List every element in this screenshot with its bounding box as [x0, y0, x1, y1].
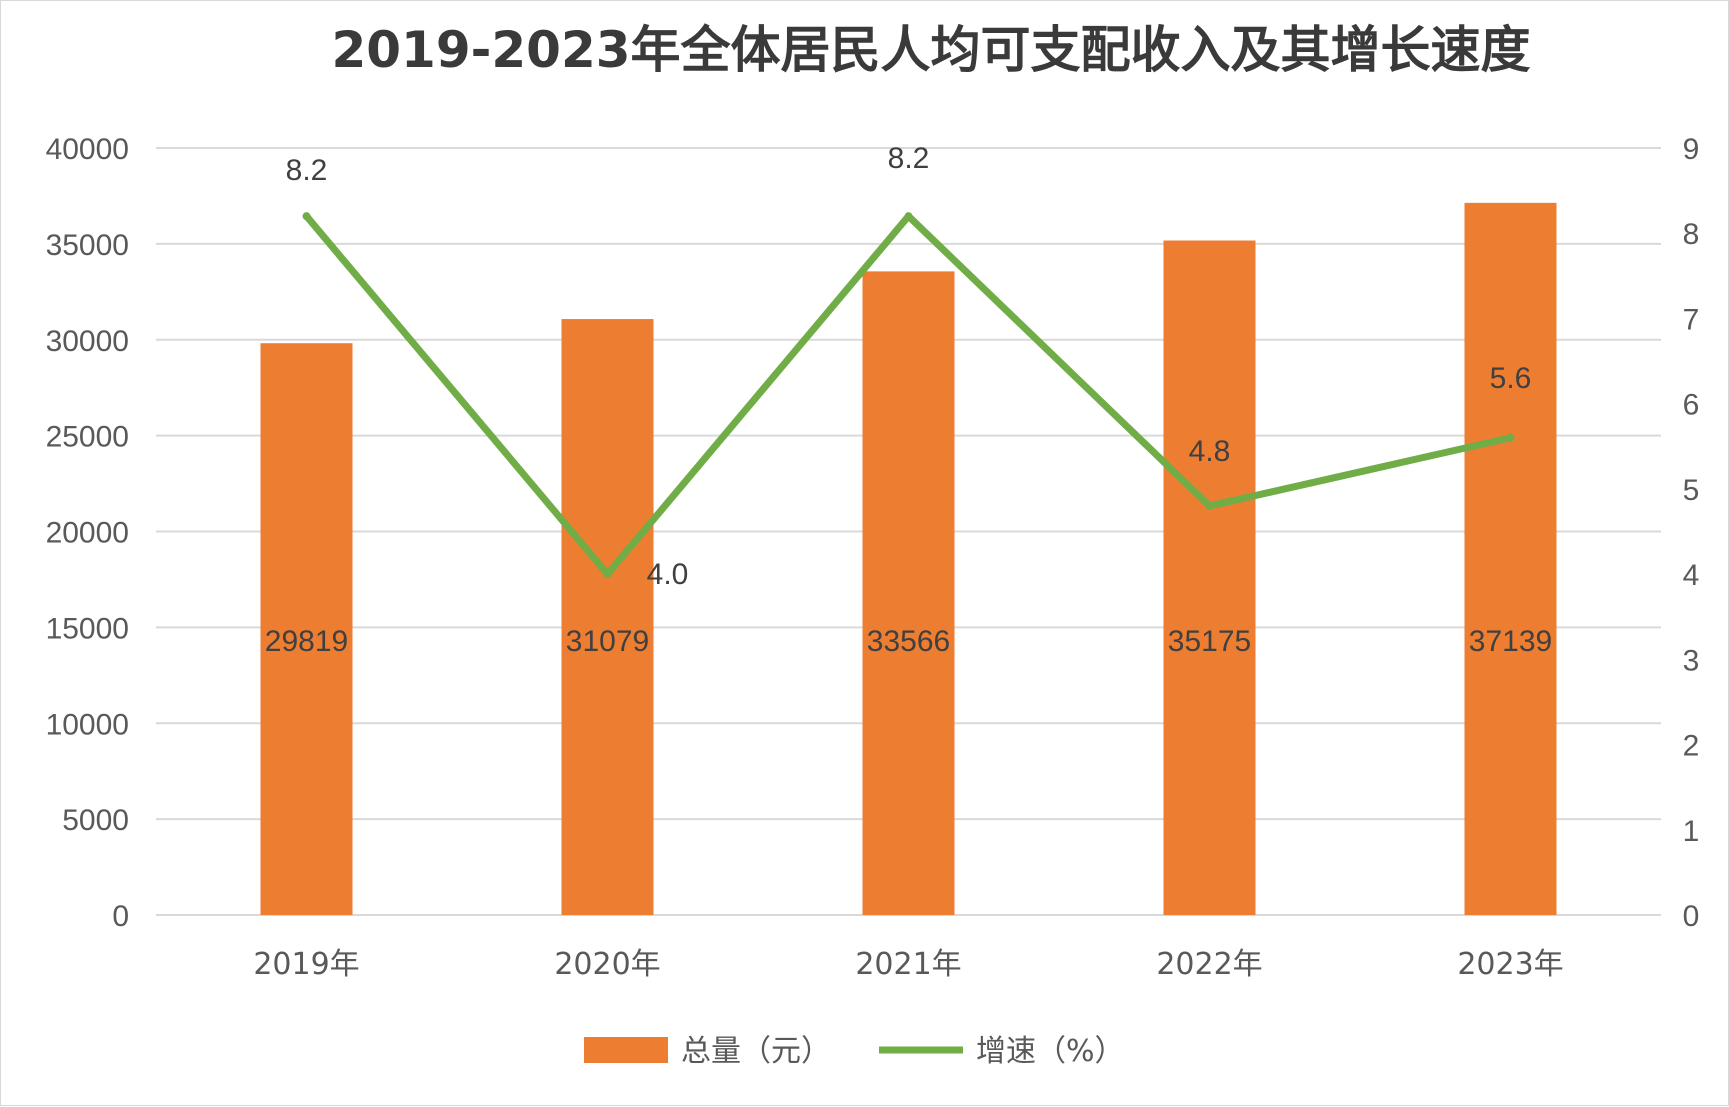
left-axis-tick-label: 35000 — [46, 229, 129, 262]
legend: 总量（元） 增速（%） — [584, 1034, 1125, 1069]
bar — [862, 271, 955, 915]
line-data-label: 4.8 — [1189, 435, 1231, 468]
line-point — [1506, 433, 1515, 442]
line-series — [302, 212, 1515, 579]
bar-data-label: 35175 — [1168, 625, 1251, 658]
category-label: 2019年 — [253, 947, 359, 982]
right-axis-tick-label: 0 — [1683, 900, 1700, 933]
line-data-labels: 8.2 4.0 8.2 4.8 5.6 — [286, 142, 1532, 591]
left-axis-tick-label: 40000 — [46, 133, 129, 166]
line-data-label: 8.2 — [286, 154, 328, 187]
left-axis-tick-label: 25000 — [46, 421, 129, 454]
line-data-label: 5.6 — [1490, 362, 1532, 395]
legend-label-line: 增速（%） — [976, 1034, 1125, 1069]
line-point — [904, 212, 913, 221]
bar-data-labels: 29819 31079 33566 35175 37139 — [265, 625, 1552, 658]
bar-data-label: 31079 — [566, 625, 649, 658]
right-axis-tick-label: 7 — [1683, 303, 1700, 336]
left-axis-tick-label: 0 — [112, 900, 129, 933]
left-axis-tick-label: 15000 — [46, 612, 129, 645]
bar — [1163, 240, 1256, 915]
bar-data-label: 29819 — [265, 625, 348, 658]
bar-series — [260, 202, 1557, 915]
right-axis-tick-label: 2 — [1683, 730, 1700, 763]
right-axis-tick-label: 3 — [1683, 644, 1700, 677]
bar — [561, 319, 654, 915]
category-label: 2021年 — [855, 947, 961, 982]
category-labels: 2019年 2020年 2021年 2022年 2023年 — [253, 947, 1563, 982]
left-axis-tick-label: 5000 — [62, 804, 129, 837]
category-label: 2020年 — [554, 947, 660, 982]
right-axis-ticks: 0 1 2 3 4 5 6 7 8 9 — [1683, 133, 1700, 933]
bar-data-label: 37139 — [1469, 625, 1552, 658]
legend-label-bar: 总量（元） — [681, 1034, 831, 1069]
bar-data-label: 33566 — [867, 625, 950, 658]
category-label: 2023年 — [1457, 947, 1563, 982]
left-axis-tick-label: 10000 — [46, 708, 129, 741]
bar — [1464, 202, 1557, 915]
right-axis-tick-label: 8 — [1683, 218, 1700, 251]
chart-title: 2019-2023年全体居民人均可支配收入及其增长速度 — [331, 21, 1530, 79]
bar — [260, 343, 353, 915]
left-axis-tick-label: 20000 — [46, 517, 129, 550]
left-axis-tick-label: 30000 — [46, 325, 129, 358]
right-axis-tick-label: 9 — [1683, 133, 1700, 166]
right-axis-tick-label: 5 — [1683, 474, 1700, 507]
category-label: 2022年 — [1156, 947, 1262, 982]
line-point — [302, 212, 311, 221]
right-axis-tick-label: 6 — [1683, 389, 1700, 422]
line-point — [603, 570, 612, 579]
line-point — [1205, 501, 1214, 510]
right-axis-tick-label: 4 — [1683, 559, 1700, 592]
legend-swatch-bar — [584, 1037, 668, 1063]
right-axis-tick-label: 1 — [1683, 815, 1700, 848]
line-data-label: 8.2 — [888, 142, 930, 175]
line-data-label: 4.0 — [647, 558, 689, 591]
left-axis-ticks: 0 5000 10000 15000 20000 25000 30000 35000 40000 — [46, 133, 129, 933]
